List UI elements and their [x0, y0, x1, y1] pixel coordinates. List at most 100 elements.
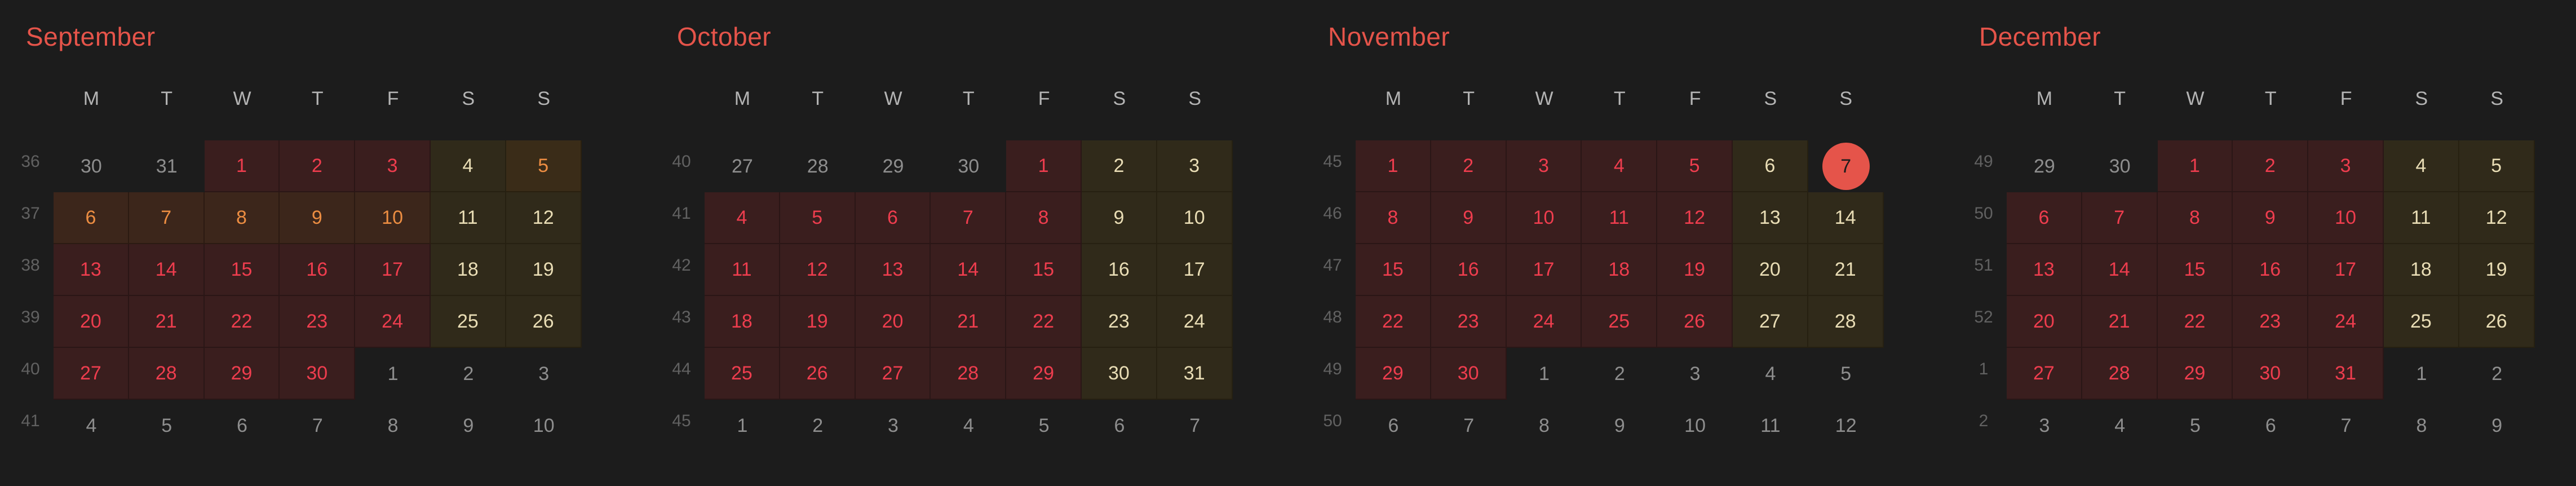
day-cell[interactable]: 29: [2157, 348, 2233, 400]
day-cell[interactable]: 16: [2233, 244, 2309, 296]
day-cell[interactable]: 14: [2082, 244, 2158, 296]
day-cell[interactable]: 27: [54, 348, 129, 400]
day-cell[interactable]: 5: [2459, 140, 2535, 192]
day-cell[interactable]: 17: [1157, 244, 1233, 296]
day-cell[interactable]: 17: [2308, 244, 2384, 296]
day-cell[interactable]: 11: [705, 244, 780, 296]
day-cell[interactable]: 9: [1431, 192, 1507, 244]
day-cell[interactable]: 1: [1356, 140, 1431, 192]
day-cell[interactable]: 1: [204, 140, 280, 192]
day-cell-adjacent-month[interactable]: 2: [2459, 348, 2535, 400]
day-cell-adjacent-month[interactable]: 9: [1582, 400, 1657, 452]
day-cell[interactable]: 14: [1808, 192, 1884, 244]
day-cell[interactable]: 15: [204, 244, 280, 296]
day-cell-adjacent-month[interactable]: 6: [2233, 400, 2308, 452]
day-cell-adjacent-month[interactable]: 10: [506, 400, 582, 452]
day-cell-adjacent-month[interactable]: 2: [1582, 348, 1657, 400]
day-cell-adjacent-month[interactable]: 5: [129, 400, 205, 452]
day-cell[interactable]: 14: [931, 244, 1007, 296]
day-cell-adjacent-month[interactable]: 8: [2384, 400, 2459, 452]
day-cell[interactable]: 10: [2308, 192, 2384, 244]
day-cell[interactable]: 15: [1006, 244, 1082, 296]
day-cell[interactable]: 2: [1431, 140, 1507, 192]
day-cell-adjacent-month[interactable]: 27: [705, 140, 780, 192]
day-cell[interactable]: 27: [855, 348, 931, 400]
day-cell[interactable]: 17: [1506, 244, 1582, 296]
day-cell-adjacent-month[interactable]: 8: [355, 400, 431, 452]
day-cell[interactable]: 26: [506, 296, 582, 348]
day-cell[interactable]: 3: [1157, 140, 1233, 192]
day-cell[interactable]: 26: [1657, 296, 1733, 348]
day-cell-adjacent-month[interactable]: 2: [780, 400, 856, 452]
day-cell[interactable]: 25: [705, 348, 780, 400]
day-cell[interactable]: 28: [931, 348, 1007, 400]
day-cell[interactable]: 8: [1006, 192, 1082, 244]
day-cell[interactable]: 1: [2157, 140, 2233, 192]
month-title[interactable]: October: [677, 22, 772, 51]
day-cell[interactable]: 25: [431, 296, 506, 348]
day-cell-adjacent-month[interactable]: 4: [931, 400, 1006, 452]
day-cell-adjacent-month[interactable]: 4: [1733, 348, 1808, 400]
day-cell[interactable]: 30: [2233, 348, 2309, 400]
day-cell-adjacent-month[interactable]: 3: [506, 348, 582, 400]
day-cell[interactable]: 4: [2384, 140, 2459, 192]
day-cell[interactable]: 19: [780, 296, 856, 348]
day-cell-adjacent-month[interactable]: 1: [1507, 348, 1582, 400]
day-cell[interactable]: 24: [355, 296, 431, 348]
day-cell-adjacent-month[interactable]: 4: [2082, 400, 2158, 452]
day-cell[interactable]: 9: [2233, 192, 2309, 244]
day-cell[interactable]: 4: [431, 140, 506, 192]
day-cell-adjacent-month[interactable]: 30: [931, 140, 1006, 192]
day-cell[interactable]: 30: [280, 348, 356, 400]
day-cell[interactable]: 31: [1157, 348, 1233, 400]
day-cell[interactable]: 12: [506, 192, 582, 244]
day-cell[interactable]: 8: [2157, 192, 2233, 244]
day-cell[interactable]: 12: [2459, 192, 2535, 244]
day-cell[interactable]: 22: [204, 296, 280, 348]
day-cell-adjacent-month[interactable]: 29: [856, 140, 931, 192]
day-cell[interactable]: 21: [129, 296, 205, 348]
day-cell-adjacent-month[interactable]: 10: [1657, 400, 1733, 452]
day-cell-adjacent-month[interactable]: 8: [1507, 400, 1582, 452]
day-cell[interactable]: 10: [355, 192, 431, 244]
day-cell[interactable]: 28: [2082, 348, 2158, 400]
day-cell[interactable]: 23: [1082, 296, 1157, 348]
day-cell[interactable]: 22: [2157, 296, 2233, 348]
day-cell[interactable]: 20: [1733, 244, 1808, 296]
day-cell[interactable]: 24: [2308, 296, 2384, 348]
month-title[interactable]: November: [1328, 22, 1450, 51]
day-cell[interactable]: 23: [280, 296, 356, 348]
day-cell[interactable]: 20: [54, 296, 129, 348]
day-cell[interactable]: 18: [2384, 244, 2459, 296]
day-cell[interactable]: 10: [1157, 192, 1233, 244]
day-cell-adjacent-month[interactable]: 9: [2459, 400, 2535, 452]
day-cell[interactable]: 8: [1356, 192, 1431, 244]
day-cell-adjacent-month[interactable]: 1: [2384, 348, 2459, 400]
day-cell[interactable]: 2: [1082, 140, 1157, 192]
day-cell[interactable]: 17: [355, 244, 431, 296]
day-cell[interactable]: 11: [1582, 192, 1658, 244]
day-cell[interactable]: 24: [1157, 296, 1233, 348]
day-cell[interactable]: 15: [1356, 244, 1431, 296]
day-cell[interactable]: 11: [431, 192, 506, 244]
day-cell[interactable]: 27: [1733, 296, 1808, 348]
day-cell-adjacent-month[interactable]: 11: [1733, 400, 1808, 452]
day-cell[interactable]: 5: [506, 140, 582, 192]
day-cell[interactable]: 10: [1506, 192, 1582, 244]
day-cell[interactable]: 21: [2082, 296, 2158, 348]
day-cell[interactable]: 29: [204, 348, 280, 400]
day-cell[interactable]: 3: [1506, 140, 1582, 192]
day-cell[interactable]: 7: [2082, 192, 2158, 244]
day-cell[interactable]: 18: [431, 244, 506, 296]
day-cell-adjacent-month[interactable]: 4: [54, 400, 129, 452]
day-cell-adjacent-month[interactable]: 31: [129, 140, 205, 192]
day-cell-adjacent-month[interactable]: 7: [1157, 400, 1233, 452]
day-cell-adjacent-month[interactable]: 3: [856, 400, 931, 452]
day-cell-adjacent-month[interactable]: 7: [1431, 400, 1507, 452]
day-cell[interactable]: 18: [705, 296, 780, 348]
day-cell[interactable]: 28: [129, 348, 205, 400]
day-cell[interactable]: 14: [129, 244, 205, 296]
day-cell[interactable]: 7: [129, 192, 205, 244]
day-cell[interactable]: 6: [54, 192, 129, 244]
day-cell[interactable]: 31: [2308, 348, 2384, 400]
